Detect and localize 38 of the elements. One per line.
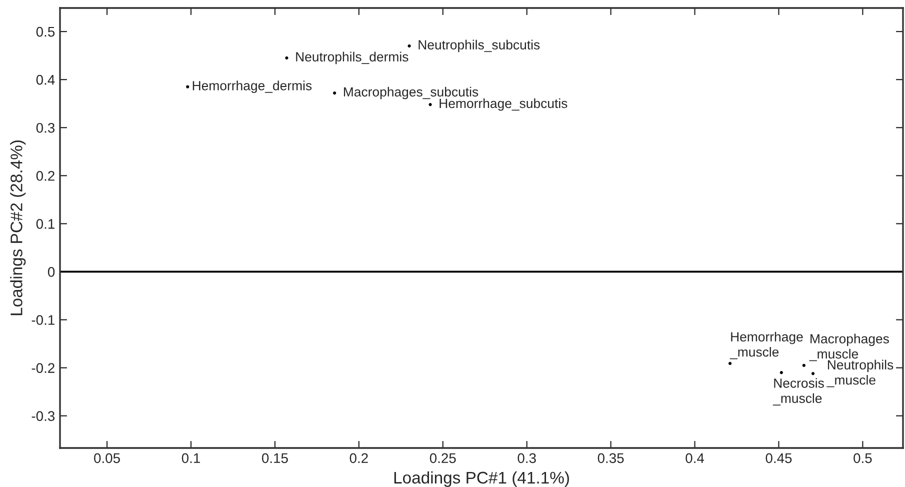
x-tick-label: 0.35 <box>598 453 624 464</box>
annotation: Hemorrhage_dermis <box>192 80 312 93</box>
point <box>408 44 411 48</box>
x-tick-label: 0.05 <box>94 453 120 464</box>
y-tick-label: -0.1 <box>32 315 54 325</box>
point <box>285 56 288 60</box>
annotation: Neutrophils _muscle <box>826 360 894 388</box>
point <box>728 362 732 366</box>
y-axis-title: Loadings PC#2 (28.4%) <box>10 140 26 316</box>
y-tick-label: 0.5 <box>36 26 55 37</box>
y-tick-label: 0.1 <box>36 219 54 229</box>
x-tick-label: 0.2 <box>350 453 368 464</box>
x-tick-label: 0.1 <box>182 453 200 464</box>
y-tick-label: 0.3 <box>36 122 55 133</box>
point <box>780 371 783 374</box>
x-tick-label: 0.5 <box>854 453 872 464</box>
x-tick-label: 0.4 <box>686 453 704 464</box>
y-tick-label: 0.4 <box>36 74 55 85</box>
x-tick-label: 0.15 <box>262 453 288 464</box>
x-tick-label: 0.45 <box>766 453 792 464</box>
point <box>333 91 336 95</box>
x-axis-title: Loadings PC#1 (41.1%) <box>394 471 569 487</box>
point <box>811 372 815 376</box>
annotation: Neutrophils_dermis <box>296 52 408 64</box>
annotation: Hemorrhage_subcutis <box>440 98 568 111</box>
x-tick-label: 0.25 <box>430 453 456 464</box>
point <box>428 102 432 106</box>
x-tick-label: 0.3 <box>518 453 536 464</box>
point <box>186 85 190 88</box>
y-tick-label: -0.3 <box>32 411 55 421</box>
annotation: Hemorrhage _muscle <box>730 332 803 360</box>
annotation: Necrosis _muscle <box>772 378 824 406</box>
annotation: Neutrophils_subcutis <box>418 40 540 52</box>
point <box>802 364 806 367</box>
annotation: Macrophages_subcutis <box>344 86 478 100</box>
y-tick-label: 0 <box>48 267 55 277</box>
y-tick-label: -0.2 <box>32 363 54 373</box>
y-tick-label: 0.2 <box>36 170 54 181</box>
